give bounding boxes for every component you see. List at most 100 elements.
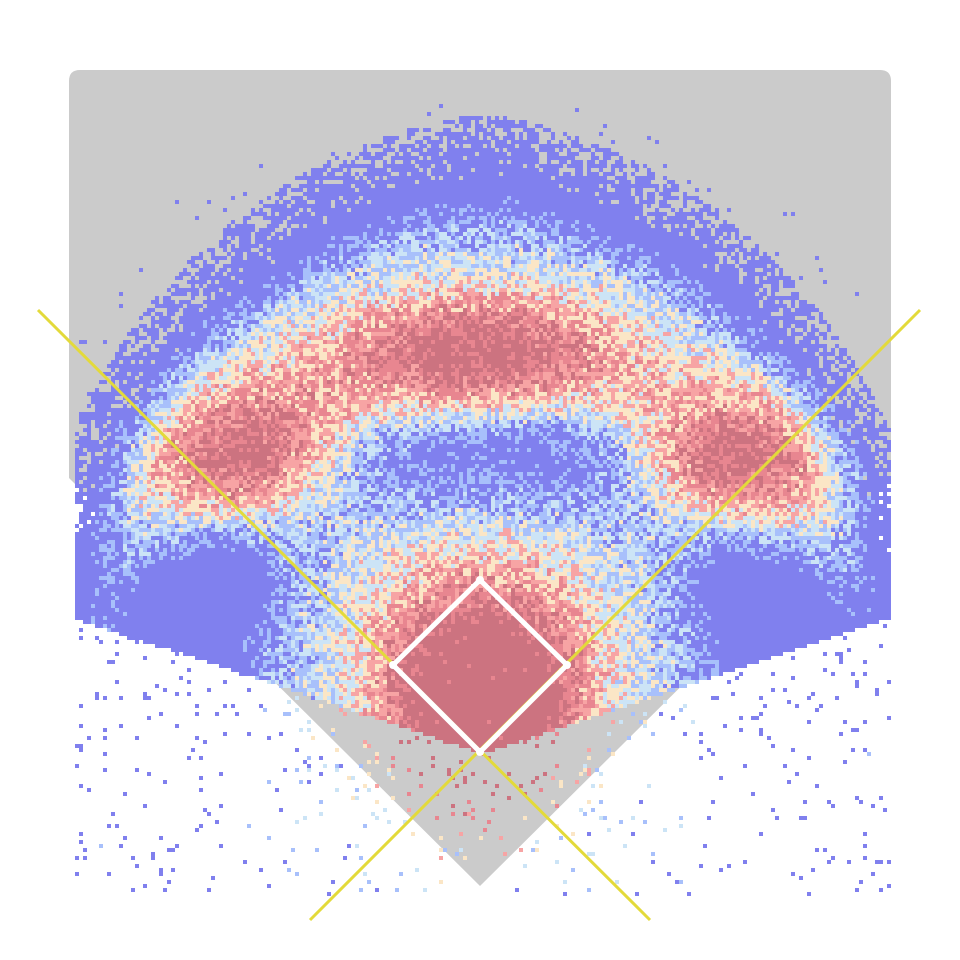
heat-cell xyxy=(431,256,435,260)
heat-cell xyxy=(367,240,371,244)
heat-cell xyxy=(767,300,771,304)
heat-cell xyxy=(675,240,679,244)
heat-cell xyxy=(423,300,427,304)
heat-cell xyxy=(295,260,299,264)
heat-cell xyxy=(627,268,631,272)
heat-cell xyxy=(407,204,411,208)
heat-cell xyxy=(611,276,615,280)
heat-cell xyxy=(663,236,667,240)
heat-cell xyxy=(283,312,287,316)
heat-cell xyxy=(483,300,487,304)
heat-cell xyxy=(419,188,423,192)
heat-cell xyxy=(571,308,575,312)
heat-cell xyxy=(347,280,351,284)
heat-cell xyxy=(679,256,683,260)
heat-cell xyxy=(511,244,515,248)
heat-cell xyxy=(751,304,755,308)
heat-cell xyxy=(611,308,615,312)
heat-cell xyxy=(571,276,575,280)
heat-cell xyxy=(355,256,359,260)
heat-cell xyxy=(507,164,511,168)
heat-cell xyxy=(379,208,383,212)
heat-cell xyxy=(327,164,331,168)
heat-cell xyxy=(655,280,659,284)
heat-cell xyxy=(467,216,471,220)
heat-cell xyxy=(347,152,351,156)
heat-cell xyxy=(571,212,575,216)
heat-cell xyxy=(231,244,235,248)
heat-cell xyxy=(171,312,175,316)
heat-cell xyxy=(407,312,411,316)
heat-cell xyxy=(487,200,491,204)
heat-cell xyxy=(507,124,511,128)
heat-cell xyxy=(515,312,519,316)
heat-cell xyxy=(675,188,679,192)
heat-cell xyxy=(451,132,455,136)
heat-cell xyxy=(479,152,483,156)
heat-cell xyxy=(619,168,623,172)
heat-cell xyxy=(367,264,371,268)
heat-cell xyxy=(531,172,535,176)
heat-cell xyxy=(327,232,331,236)
heat-cell xyxy=(691,296,695,300)
heat-cell xyxy=(707,256,711,260)
heat-cell xyxy=(631,208,635,212)
heat-cell xyxy=(335,212,339,216)
heat-cell xyxy=(535,228,539,232)
heat-cell xyxy=(715,236,719,240)
heat-cell xyxy=(563,276,567,280)
heat-cell xyxy=(443,120,447,124)
heat-cell xyxy=(203,300,207,304)
heat-cell xyxy=(671,260,675,264)
heat-cell xyxy=(283,204,287,208)
heat-cell xyxy=(315,288,319,292)
heat-cell xyxy=(639,192,643,196)
heat-cell xyxy=(647,284,651,288)
heat-cell xyxy=(603,280,607,284)
heat-cell xyxy=(399,264,403,268)
heat-cell xyxy=(567,152,571,156)
heat-cell xyxy=(651,296,655,300)
heat-cell xyxy=(687,276,691,280)
heat-cell xyxy=(347,244,351,248)
heat-cell xyxy=(279,308,283,312)
heat-cell xyxy=(435,176,439,180)
heat-cell xyxy=(311,308,315,312)
heat-cell xyxy=(715,256,719,260)
heat-cell xyxy=(559,220,563,224)
heat-cell xyxy=(315,264,319,268)
heat-cell xyxy=(703,276,707,280)
heat-cell xyxy=(315,304,319,308)
heat-cell xyxy=(359,272,363,276)
heat-cell xyxy=(351,212,355,216)
heat-cell xyxy=(567,204,571,208)
heat-cell xyxy=(507,308,511,312)
heat-cell xyxy=(315,312,319,316)
heat-cell xyxy=(383,212,387,216)
heat-cell xyxy=(343,196,347,200)
heat-cell xyxy=(407,236,411,240)
heat-cell xyxy=(287,208,291,212)
heat-cell xyxy=(143,312,147,316)
heat-cell xyxy=(271,268,275,272)
heat-cell xyxy=(283,276,287,280)
heat-cell xyxy=(267,280,271,284)
heat-cell xyxy=(587,164,591,168)
heat-cell xyxy=(307,212,311,216)
heat-cell xyxy=(343,248,347,252)
heat-cell xyxy=(663,240,667,244)
heat-cell xyxy=(487,260,491,264)
heat-cell xyxy=(387,212,391,216)
heat-cell xyxy=(627,272,631,276)
heat-cell xyxy=(543,268,547,272)
heat-cell xyxy=(191,312,195,316)
heat-cell xyxy=(671,284,675,288)
heat-cell xyxy=(647,248,651,252)
heat-cell xyxy=(663,296,667,300)
heat-cell xyxy=(423,296,427,300)
heat-cell xyxy=(283,308,287,312)
heat-cell xyxy=(431,168,435,172)
heat-cell xyxy=(335,236,339,240)
heat-cell xyxy=(627,220,631,224)
heat-cell xyxy=(703,240,707,244)
